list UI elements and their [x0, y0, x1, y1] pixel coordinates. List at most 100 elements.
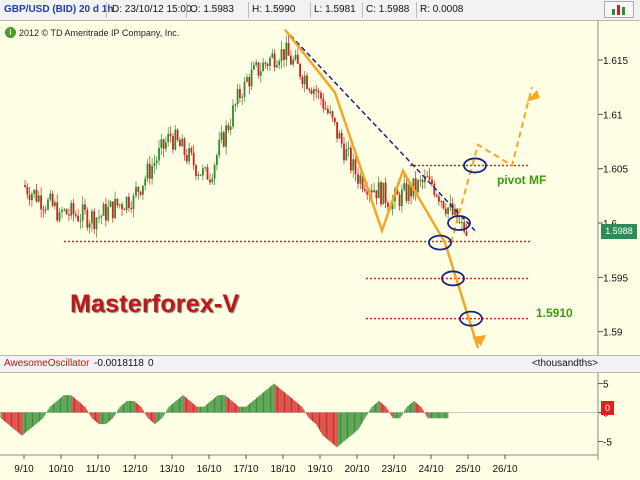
- candle-body: [419, 180, 422, 182]
- candle-body: [280, 49, 283, 62]
- candle-body: [377, 182, 380, 199]
- candle-body: [28, 194, 31, 201]
- candle-body: [216, 155, 218, 165]
- candle-body: [144, 178, 147, 186]
- candle-group: [98, 191, 135, 227]
- candle-body: [121, 204, 123, 210]
- candle-body: [299, 63, 301, 77]
- candle-body: [146, 163, 149, 179]
- header-separator: [310, 2, 311, 18]
- candle-body: [192, 152, 195, 166]
- projection-arrow-down: [472, 335, 486, 346]
- oscillator-tick-label: 5: [603, 380, 609, 391]
- date-tick-label: 12/10: [122, 464, 147, 475]
- candle-body: [308, 88, 311, 91]
- candle-body: [451, 203, 454, 215]
- candle-body: [352, 159, 355, 171]
- candle-body: [426, 176, 429, 178]
- candle-body: [396, 189, 399, 195]
- candle-body: [421, 180, 424, 183]
- candle-body: [190, 148, 193, 153]
- candle-body: [241, 96, 244, 98]
- candle-body: [213, 164, 216, 179]
- candle-body: [63, 209, 66, 211]
- candle-body: [414, 178, 417, 193]
- candle-body: [243, 81, 246, 97]
- price-tick-label: 1.61: [603, 110, 623, 121]
- info-icon: i: [5, 27, 16, 38]
- candle-body: [176, 129, 179, 141]
- candle-body: [255, 62, 258, 65]
- header-separator: [186, 2, 187, 18]
- candle-body: [227, 125, 230, 130]
- candle-body: [47, 199, 49, 210]
- chart-header: GBP/USD (BID) 20 d 1h D: 23/10/12 15:00 …: [0, 0, 640, 21]
- candle-body: [246, 77, 248, 82]
- candle-body: [463, 222, 466, 232]
- candle-body: [148, 163, 151, 179]
- candle-body: [155, 160, 158, 164]
- date-tick-label: 16/10: [196, 464, 221, 475]
- candle-body: [410, 184, 412, 197]
- candle-group: [246, 40, 283, 95]
- candle-body: [74, 214, 77, 216]
- candle-body: [167, 133, 170, 143]
- candle-body: [132, 195, 135, 209]
- candle-body: [428, 176, 431, 180]
- candle-group: [24, 180, 61, 223]
- date-tick-label: 10/10: [48, 464, 73, 475]
- candle-group: [320, 90, 357, 182]
- candle-body: [181, 138, 184, 147]
- close-readout: C: 1.5988: [366, 4, 410, 15]
- candle-group: [172, 125, 209, 181]
- target-ellipse: [447, 215, 471, 231]
- candle-body: [239, 89, 241, 98]
- candle-body: [209, 179, 211, 183]
- target-ellipse: [441, 270, 465, 287]
- candle-body: [135, 186, 137, 196]
- chart-settings-icon[interactable]: [604, 1, 634, 18]
- candle-body: [417, 180, 419, 193]
- candle-body: [292, 59, 295, 65]
- candle-body: [158, 147, 160, 161]
- header-separator: [106, 2, 107, 18]
- candle-body: [285, 42, 288, 60]
- candle-body: [137, 186, 140, 192]
- candle-body: [81, 204, 84, 221]
- candle-body: [301, 76, 304, 85]
- candle-body: [35, 189, 38, 202]
- date-tick-label: 23/10: [381, 464, 406, 475]
- date-tick-label: 24/10: [418, 464, 443, 475]
- candle-body: [49, 193, 52, 200]
- price-tick-label: 1.615: [603, 56, 628, 67]
- header-separator: [362, 2, 363, 18]
- copyright-note: i 2012 © TD Ameritrade IP Company, Inc.: [5, 27, 179, 38]
- candle-body: [58, 212, 61, 221]
- candle-body: [33, 189, 36, 194]
- candle-body: [165, 142, 167, 149]
- price-tick-label: 1.595: [603, 273, 628, 284]
- candle-body: [56, 202, 59, 221]
- date-tick-label: 20/10: [344, 464, 369, 475]
- candle-body: [142, 185, 144, 195]
- candle-body: [315, 89, 318, 91]
- candle-body: [384, 182, 387, 203]
- brand-watermark: Masterforex-V: [70, 290, 240, 318]
- candle-body: [26, 186, 29, 195]
- candle-group: [135, 126, 172, 200]
- candle-body: [343, 143, 345, 161]
- date-readout: D: 23/10/12 15:00: [112, 4, 192, 15]
- candle-body: [220, 132, 223, 140]
- oscillator-tick-label: -5: [603, 437, 612, 448]
- pivot-projection: [450, 86, 533, 243]
- candle-body: [183, 138, 186, 156]
- candle-group: [357, 167, 394, 216]
- low-readout: L: 1.5981: [314, 4, 356, 15]
- candle-body: [197, 174, 200, 176]
- candle-body: [98, 217, 100, 219]
- target-ellipse: [428, 234, 452, 251]
- date-tick-label: 25/10: [455, 464, 480, 475]
- candle-body: [303, 75, 306, 85]
- date-tick-label: 13/10: [159, 464, 184, 475]
- candle-body: [433, 183, 436, 196]
